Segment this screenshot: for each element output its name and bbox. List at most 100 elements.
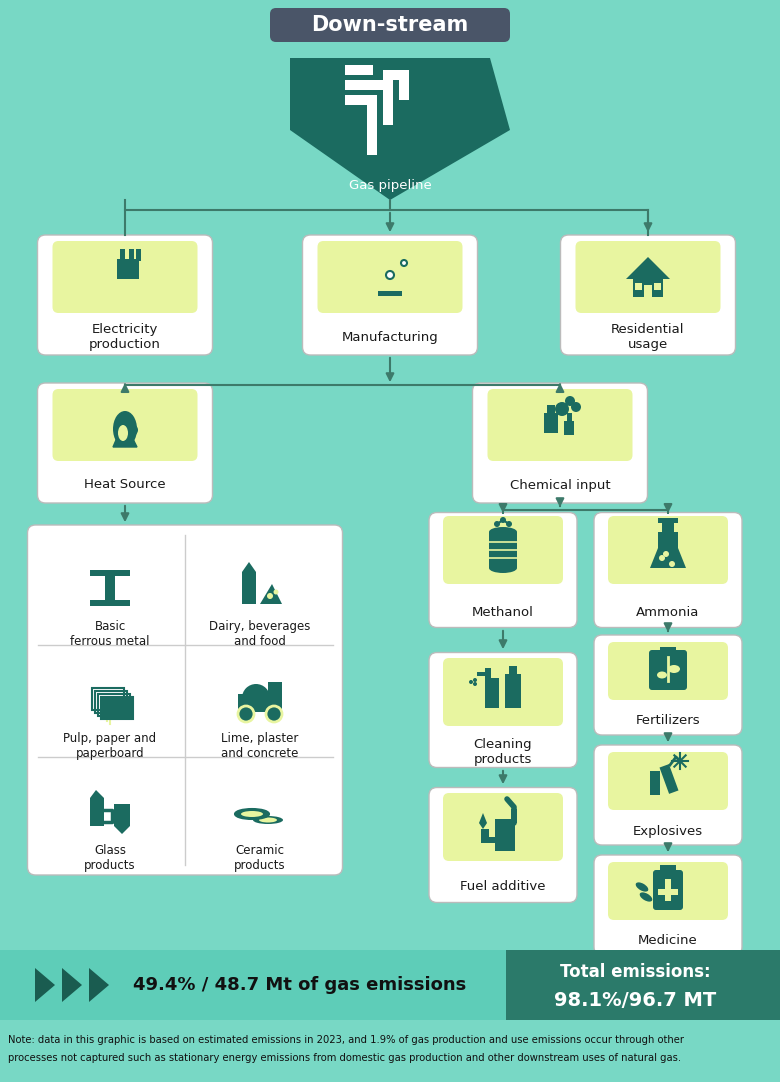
FancyBboxPatch shape: [594, 855, 742, 955]
Circle shape: [571, 403, 581, 412]
Circle shape: [242, 684, 270, 712]
Bar: [117, 259, 139, 279]
Bar: [547, 405, 555, 415]
FancyBboxPatch shape: [594, 745, 742, 845]
FancyBboxPatch shape: [429, 652, 577, 767]
Bar: [92, 688, 124, 710]
Polygon shape: [125, 419, 137, 447]
Bar: [487, 837, 497, 843]
Bar: [662, 522, 674, 535]
Bar: [114, 804, 130, 826]
Circle shape: [500, 517, 506, 523]
FancyBboxPatch shape: [576, 241, 721, 313]
Bar: [90, 601, 130, 606]
Polygon shape: [242, 562, 256, 572]
FancyBboxPatch shape: [443, 793, 563, 861]
FancyBboxPatch shape: [443, 658, 563, 726]
Circle shape: [401, 260, 407, 266]
FancyBboxPatch shape: [27, 525, 342, 875]
FancyBboxPatch shape: [608, 642, 728, 700]
Ellipse shape: [489, 527, 517, 537]
Text: 98.1%/96.7 MT: 98.1%/96.7 MT: [554, 990, 716, 1010]
Bar: [399, 70, 409, 100]
Bar: [367, 95, 377, 155]
Bar: [660, 647, 676, 655]
Ellipse shape: [489, 563, 517, 573]
Text: Total emissions:: Total emissions:: [560, 963, 711, 981]
Bar: [485, 668, 491, 679]
Bar: [485, 678, 499, 708]
Circle shape: [555, 403, 569, 415]
Bar: [136, 249, 141, 261]
FancyBboxPatch shape: [37, 235, 212, 355]
Bar: [495, 819, 515, 852]
Bar: [654, 283, 661, 290]
FancyBboxPatch shape: [473, 383, 647, 503]
Text: Explosives: Explosives: [633, 824, 703, 837]
Text: Cleaning
products: Cleaning products: [473, 738, 532, 766]
Text: Methanol: Methanol: [472, 606, 534, 619]
Bar: [383, 80, 393, 126]
Text: processes not captured such as stationary energy emissions from domestic gas pro: processes not captured such as stationar…: [8, 1053, 681, 1063]
Ellipse shape: [118, 425, 128, 441]
Ellipse shape: [253, 816, 283, 824]
Polygon shape: [89, 968, 109, 1002]
Text: Electricity
production: Electricity production: [89, 324, 161, 351]
FancyBboxPatch shape: [608, 752, 728, 810]
Bar: [635, 283, 642, 290]
Bar: [90, 799, 104, 826]
Circle shape: [659, 555, 665, 560]
Bar: [489, 532, 517, 568]
Circle shape: [565, 396, 575, 406]
Bar: [644, 285, 652, 296]
FancyBboxPatch shape: [429, 513, 577, 628]
Ellipse shape: [668, 665, 680, 673]
Bar: [90, 570, 130, 576]
Polygon shape: [650, 532, 686, 568]
Text: Dairy, beverages
and food: Dairy, beverages and food: [209, 620, 310, 648]
Circle shape: [473, 682, 477, 686]
Bar: [0, 950, 780, 1020]
Polygon shape: [62, 968, 82, 1002]
Polygon shape: [260, 584, 282, 604]
Text: Pulp, paper and
paperboard: Pulp, paper and paperboard: [63, 733, 157, 760]
Bar: [95, 691, 127, 713]
Ellipse shape: [640, 893, 652, 901]
Circle shape: [386, 270, 394, 279]
Bar: [660, 764, 679, 794]
FancyBboxPatch shape: [608, 862, 728, 920]
Text: Heat Source: Heat Source: [84, 478, 166, 491]
Bar: [544, 413, 558, 433]
Text: Chemical input: Chemical input: [509, 478, 610, 491]
FancyBboxPatch shape: [317, 241, 463, 313]
Bar: [481, 829, 489, 843]
Circle shape: [267, 593, 273, 599]
Circle shape: [669, 560, 675, 567]
Bar: [101, 697, 133, 720]
Circle shape: [469, 679, 473, 684]
FancyBboxPatch shape: [443, 516, 563, 584]
Polygon shape: [290, 58, 510, 200]
FancyBboxPatch shape: [649, 650, 687, 690]
Polygon shape: [90, 790, 104, 799]
Polygon shape: [113, 423, 137, 447]
Polygon shape: [626, 258, 670, 279]
Bar: [650, 771, 660, 795]
Bar: [658, 518, 678, 523]
FancyBboxPatch shape: [488, 390, 633, 461]
Bar: [665, 879, 671, 901]
FancyBboxPatch shape: [52, 390, 197, 461]
Ellipse shape: [657, 672, 667, 678]
Bar: [268, 682, 282, 696]
Ellipse shape: [113, 411, 137, 447]
FancyBboxPatch shape: [270, 8, 510, 42]
Circle shape: [506, 522, 512, 527]
Text: Lime, plaster
and concrete: Lime, plaster and concrete: [222, 733, 299, 760]
Text: Residential
usage: Residential usage: [612, 324, 685, 351]
Circle shape: [473, 678, 477, 682]
FancyBboxPatch shape: [594, 513, 742, 628]
Bar: [120, 249, 125, 261]
Bar: [345, 95, 373, 105]
Bar: [345, 80, 373, 90]
FancyBboxPatch shape: [52, 241, 197, 313]
